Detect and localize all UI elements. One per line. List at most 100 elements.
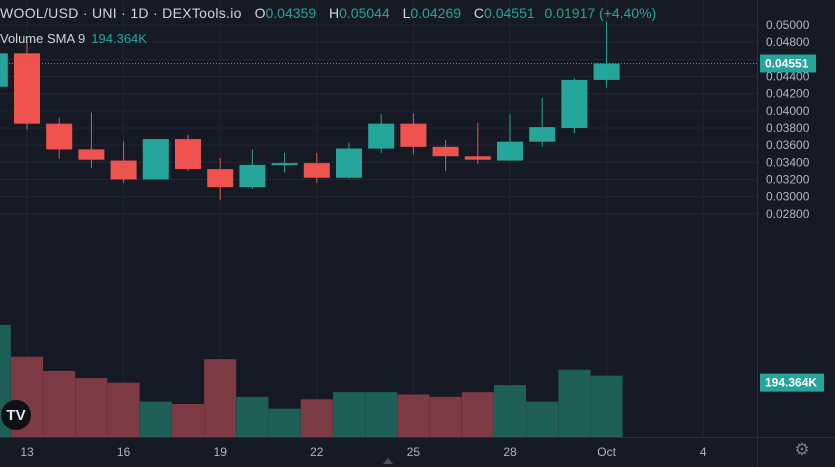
candle — [432, 139, 459, 171]
volume-bar — [397, 394, 430, 437]
volume-bar — [268, 408, 301, 437]
candle — [593, 21, 620, 88]
volume-bar — [172, 403, 204, 437]
y-tick-label: 0.04800 — [766, 35, 810, 49]
volume-bars — [0, 324, 623, 437]
candle — [207, 157, 234, 201]
x-tick-label: 16 — [117, 445, 131, 459]
volume-bar — [365, 392, 398, 437]
candle-body — [432, 146, 459, 157]
candle-body — [529, 127, 556, 142]
candle — [529, 97, 556, 147]
candle-body — [561, 79, 588, 128]
volume-bar — [139, 401, 172, 437]
scroll-up-arrow-icon[interactable] — [383, 458, 393, 464]
grid-lines — [0, 0, 757, 437]
y-tick-label: 0.04200 — [766, 87, 810, 101]
candlesticks — [0, 21, 620, 201]
change-value: 0.01917 (+4.40%) — [544, 5, 657, 21]
candle-body — [497, 141, 523, 161]
volume-bar — [300, 399, 333, 437]
y-tick-label: 0.03000 — [766, 190, 810, 204]
x-tick-label: Oct — [597, 445, 616, 459]
candle-body — [593, 63, 620, 80]
volume-axis-tag: 194.364K — [760, 373, 824, 392]
x-tick-label: 22 — [310, 445, 324, 459]
candle — [14, 42, 40, 130]
volume-bar — [429, 396, 462, 437]
volume-bar — [558, 369, 591, 437]
candle — [303, 152, 330, 183]
open-label: O — [254, 5, 266, 21]
x-tick-label: 4 — [700, 445, 707, 459]
candle-body — [207, 169, 234, 188]
candle-body — [46, 123, 73, 150]
y-tick-label: 0.04000 — [766, 104, 810, 118]
close-label: C — [473, 5, 485, 21]
candle — [464, 122, 491, 164]
y-tick-label: 0.03200 — [766, 172, 810, 186]
y-tick-label: 0.03800 — [766, 121, 810, 135]
candle-body — [464, 156, 491, 160]
x-tick-label: 13 — [20, 445, 34, 459]
volume-indicator-label[interactable]: Volume SMA 9 — [0, 31, 86, 46]
candle-body — [368, 123, 395, 149]
candle — [336, 142, 362, 179]
candle-body — [78, 149, 105, 160]
volume-bar — [526, 401, 559, 437]
x-tick-label: 28 — [503, 445, 517, 459]
volume-bar — [107, 382, 140, 437]
volume-indicator-value: 194.364K — [91, 31, 147, 46]
candle-body — [142, 139, 169, 180]
volume-bar — [461, 392, 494, 437]
y-tick-label: 0.02800 — [766, 207, 810, 221]
volume-bar — [494, 385, 526, 437]
candle-body — [303, 163, 330, 178]
y-tick-label: 0.04400 — [766, 69, 810, 83]
y-tick-label: 0.03400 — [766, 155, 810, 169]
candle — [110, 141, 137, 183]
candle — [368, 114, 395, 153]
y-tick-label: 0.03600 — [766, 138, 810, 152]
volume-bar — [590, 375, 623, 437]
symbol-title[interactable]: WOOL/USD · UNI · 1D · DEXTools.io — [0, 5, 242, 21]
candle-body — [0, 53, 8, 87]
candle — [271, 152, 298, 173]
candle-body — [271, 163, 298, 166]
gear-icon[interactable]: ⚙ — [794, 440, 810, 459]
y-tick-label: 0.05000 — [766, 18, 810, 32]
candle — [239, 149, 266, 189]
x-tick-label: 25 — [407, 445, 421, 459]
candle-body — [175, 139, 201, 170]
candle — [175, 134, 201, 171]
ohlc-legend: WOOL/USD · UNI · 1D · DEXTools.io O0.043… — [0, 5, 656, 21]
candle — [142, 139, 169, 180]
high-value: 0.05044 — [339, 5, 390, 21]
volume-bar — [43, 370, 76, 437]
volume-legend: Volume SMA 9 194.364K — [0, 31, 147, 46]
price-axis-tag: 0.04551 — [760, 54, 816, 73]
candle-body — [110, 160, 137, 180]
candle — [78, 112, 105, 169]
high-label: H — [329, 5, 340, 21]
volume-bar — [204, 359, 237, 437]
volume-bar — [236, 396, 269, 437]
close-value: 0.04551 — [484, 5, 535, 21]
candle-body — [14, 53, 40, 124]
x-tick-label: 19 — [214, 445, 228, 459]
low-label: L — [402, 5, 411, 21]
candle-body — [239, 164, 266, 188]
candle — [400, 113, 427, 155]
volume-bar — [333, 392, 365, 437]
candle — [561, 78, 588, 134]
candle-body — [336, 148, 362, 178]
price-tag-label: 0.04551 — [765, 57, 809, 71]
candle — [0, 53, 8, 87]
candle-body — [400, 123, 427, 147]
open-value: 0.04359 — [265, 5, 317, 21]
candle — [497, 114, 523, 161]
tradingview-logo-icon[interactable]: TV — [1, 400, 31, 430]
volume-tag-label: 194.364K — [765, 376, 817, 390]
candle — [46, 117, 73, 159]
